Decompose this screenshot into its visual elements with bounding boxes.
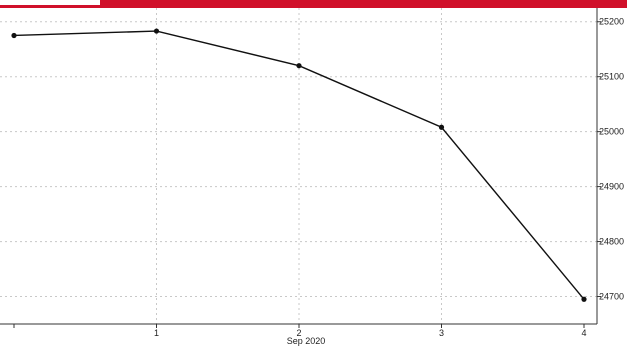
data-point — [438, 124, 445, 130]
x-tick-label: 3 — [439, 328, 444, 338]
x-tick-label: 1 — [154, 328, 159, 338]
data-point — [11, 32, 17, 39]
grid-lines — [0, 8, 597, 324]
x-tick-label: 2 — [296, 328, 301, 338]
axes — [0, 8, 601, 328]
data-point — [581, 296, 587, 302]
y-tick-label: 24700 — [599, 292, 624, 302]
y-tick-label: 25000 — [599, 127, 624, 137]
header-accent-bar — [100, 0, 627, 8]
y-tick-label: 25100 — [599, 72, 624, 82]
y-tick-label: 24900 — [599, 182, 624, 192]
y-tick-labels: 24700 24800 24900 25000 25100 25200 — [599, 17, 624, 302]
x-axis-sublabel: Sep 2020 — [287, 336, 326, 346]
x-tick-label: 4 — [581, 328, 586, 338]
y-tick-label: 24800 — [599, 237, 624, 247]
header-accent-bar-left — [0, 5, 100, 8]
x-tick-labels: 1 2 3 4 — [154, 328, 587, 338]
y-tick-label: 25200 — [599, 17, 624, 27]
data-point — [153, 28, 160, 34]
header-bar-blank — [0, 0, 100, 5]
series-line-group — [11, 28, 587, 302]
data-point — [296, 63, 302, 69]
